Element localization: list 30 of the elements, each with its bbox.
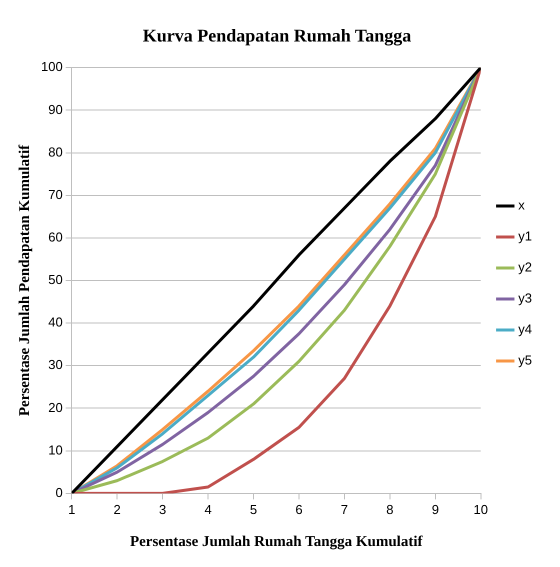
y-tick-label: 60 bbox=[48, 230, 63, 244]
legend-label: y3 bbox=[518, 290, 532, 306]
y-tick-label: 20 bbox=[48, 400, 63, 415]
x-tick-label: 10 bbox=[474, 502, 488, 517]
y-tick-label: 70 bbox=[48, 186, 63, 202]
legend-label: y4 bbox=[518, 322, 532, 337]
x-tick-label: 9 bbox=[432, 502, 439, 517]
legend-label: y2 bbox=[518, 260, 532, 275]
legend-label: y5 bbox=[518, 352, 532, 368]
y-tick-label: 0 bbox=[55, 484, 63, 500]
x-tick-label: 8 bbox=[386, 502, 394, 517]
y-tick-label: 50 bbox=[48, 272, 63, 288]
chart-title: Kurva Pendapatan Rumah Tangga bbox=[142, 25, 412, 46]
y-axis-title: Persentase Jumlah Pendapatan Kumulatif bbox=[16, 144, 33, 416]
legend-label: x bbox=[518, 198, 526, 213]
x-tick-label: 3 bbox=[158, 502, 166, 517]
x-tick-label: 2 bbox=[114, 502, 121, 517]
y-tick-label: 80 bbox=[48, 144, 63, 160]
y-tick-label: 30 bbox=[48, 357, 63, 372]
x-tick-label: 4 bbox=[204, 502, 212, 517]
x-axis-title: Persentase Jumlah Rumah Tangga Kumulatif bbox=[130, 534, 424, 550]
x-tick-label: 5 bbox=[250, 502, 258, 517]
y-tick-label: 100 bbox=[40, 59, 63, 74]
y-tick-label: 40 bbox=[48, 314, 63, 330]
x-tick-label: 7 bbox=[340, 502, 348, 517]
y-tick-label: 10 bbox=[48, 442, 63, 458]
x-tick-label: 6 bbox=[295, 502, 303, 517]
y-tick-label: 90 bbox=[48, 102, 63, 117]
x-tick-label: 1 bbox=[68, 502, 76, 517]
legend-label: y1 bbox=[518, 228, 532, 244]
